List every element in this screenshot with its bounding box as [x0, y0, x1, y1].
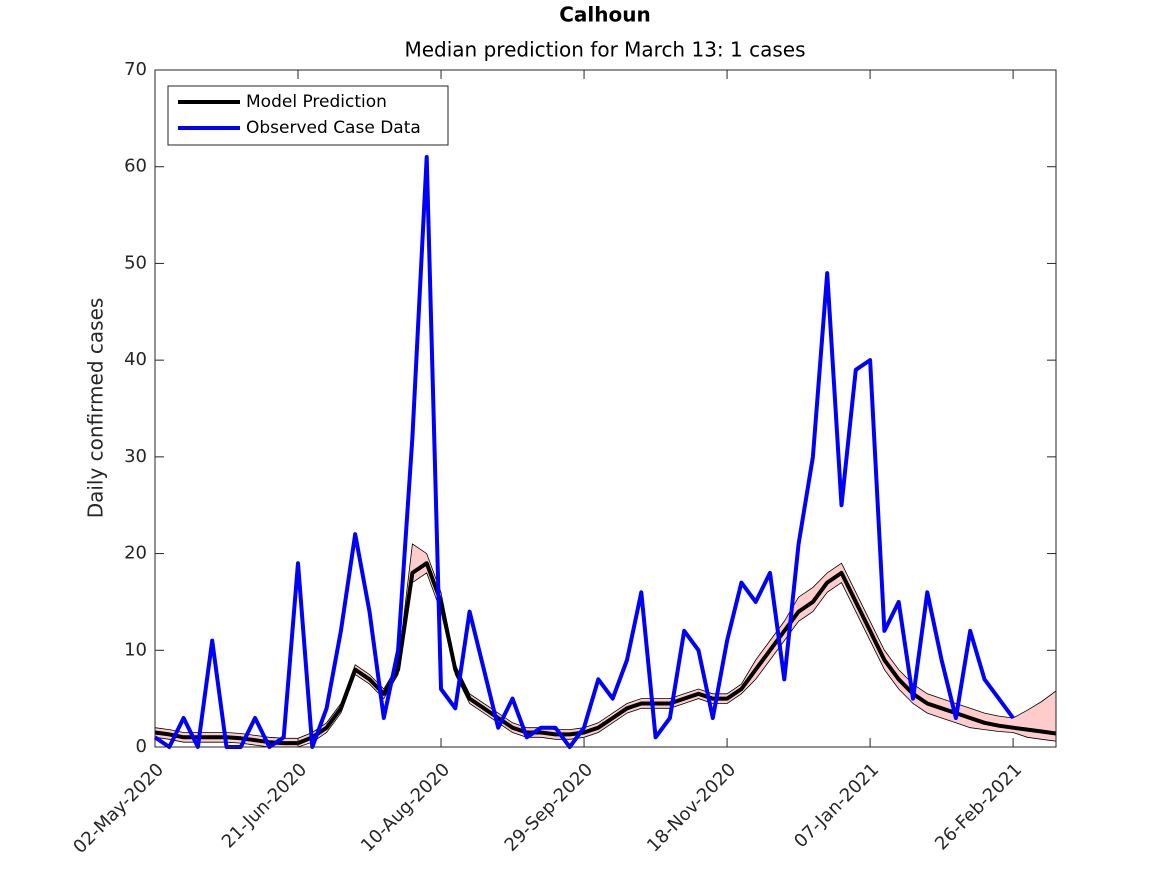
y-axis-label: Daily confirmed cases	[84, 298, 108, 519]
legend-label: Model Prediction	[246, 92, 387, 112]
plot-frame	[154, 69, 1057, 748]
legend-box	[167, 85, 449, 146]
chart-subtitle: Median prediction for March 13: 1 cases	[404, 38, 805, 62]
series-line	[154, 561, 1057, 746]
y-tick-label: 30	[124, 446, 147, 467]
y-tick-label: 50	[124, 252, 147, 273]
series-line	[153, 155, 1015, 749]
y-tick-label: 60	[124, 156, 147, 177]
y-tick-label: 40	[124, 349, 147, 370]
legend-label: Observed Case Data	[246, 118, 421, 138]
y-tick-label: 20	[124, 543, 147, 564]
y-tick-label: 70	[124, 59, 147, 80]
chart-title: Calhoun	[559, 3, 650, 27]
y-tick-label: 10	[124, 639, 147, 660]
y-tick-label: 0	[136, 736, 147, 757]
